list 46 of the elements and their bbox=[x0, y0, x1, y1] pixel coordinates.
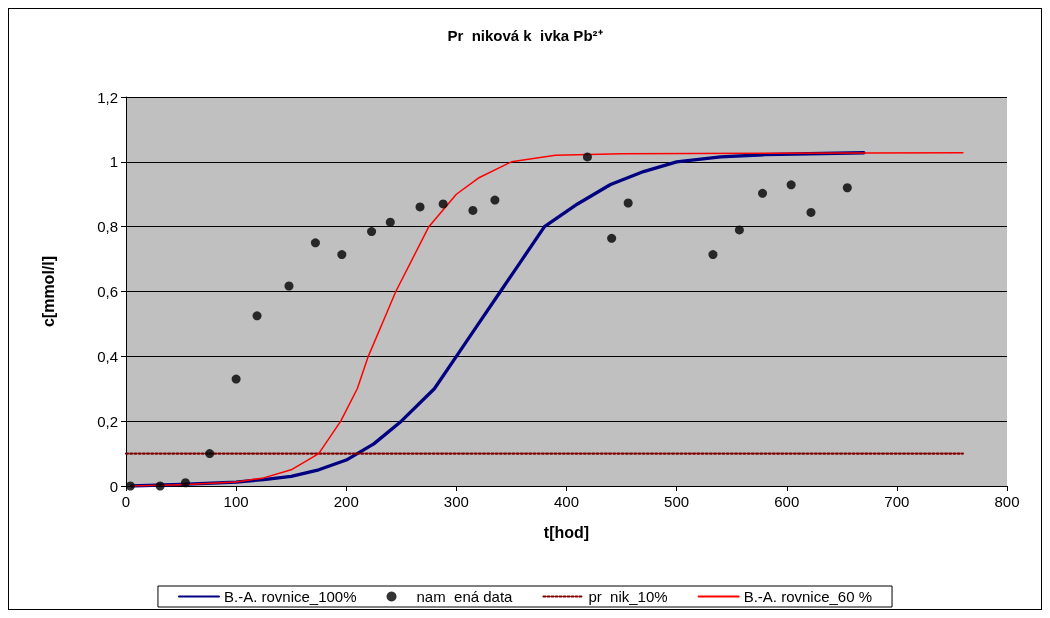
point bbox=[155, 481, 165, 491]
point bbox=[490, 195, 500, 205]
x-tick-label: 100 bbox=[223, 493, 249, 510]
point bbox=[468, 205, 478, 215]
point bbox=[310, 238, 320, 248]
x-tick-label: 0 bbox=[121, 493, 131, 510]
point bbox=[438, 199, 448, 209]
y-tick-label: 0,6 bbox=[97, 283, 118, 300]
point bbox=[385, 217, 395, 227]
point bbox=[582, 152, 592, 162]
point bbox=[623, 198, 633, 208]
y-tick-label: 0,2 bbox=[97, 412, 118, 430]
point bbox=[252, 311, 262, 321]
point bbox=[806, 207, 816, 217]
point bbox=[607, 233, 617, 243]
point bbox=[415, 202, 425, 212]
x-tick-label: 200 bbox=[333, 493, 359, 510]
y-axis-title: c[mmol/l] bbox=[39, 255, 57, 328]
x-tick-label: 600 bbox=[774, 493, 800, 510]
y-tick-label: 0,8 bbox=[97, 218, 118, 236]
point bbox=[205, 449, 215, 459]
x-tick-label: 500 bbox=[664, 493, 690, 510]
point bbox=[337, 250, 347, 260]
legend-label: nam ená data bbox=[416, 588, 514, 605]
y-tick-label: 1,2 bbox=[97, 88, 118, 106]
x-tick-label: 800 bbox=[994, 493, 1020, 510]
point bbox=[367, 227, 377, 237]
x-axis-title: t[hod] bbox=[543, 523, 590, 541]
point bbox=[180, 478, 190, 488]
x-tick-label: 700 bbox=[884, 493, 910, 510]
x-tick-label: 300 bbox=[443, 493, 469, 510]
point bbox=[758, 188, 768, 198]
y-tick-label: 1 bbox=[109, 153, 118, 171]
x-tick-label: 400 bbox=[553, 493, 580, 510]
point bbox=[708, 250, 718, 260]
chart-title: Pr niková k ivka Pb²⁺ bbox=[447, 27, 603, 44]
legend-label: B.-A. rovnice_60 % bbox=[743, 588, 873, 605]
point bbox=[231, 374, 241, 384]
point bbox=[842, 183, 852, 193]
y-tick-label: 0,4 bbox=[97, 347, 118, 365]
legend-label: pr nik_10% bbox=[588, 588, 668, 605]
y-tick-label: 0 bbox=[109, 477, 118, 495]
point bbox=[786, 180, 796, 190]
legend-label: B.-A. rovnice_100% bbox=[223, 588, 357, 605]
point bbox=[734, 225, 744, 235]
point bbox=[284, 281, 294, 291]
